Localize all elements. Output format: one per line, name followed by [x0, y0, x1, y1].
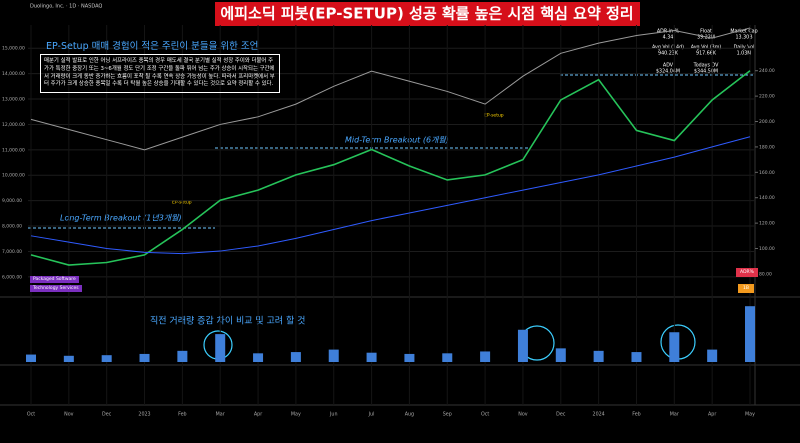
- x-tick-label: Nov: [64, 412, 74, 418]
- mid-term-label: Mid-Term Breakout (6개월): [345, 136, 449, 145]
- y2-tick-label: 80.00: [759, 271, 772, 277]
- advice-title: EP-Setup 매매 경험이 적은 주린이 분들을 위한 조언: [46, 41, 259, 52]
- volume-bar: [26, 354, 36, 362]
- volume-bar: [669, 332, 680, 362]
- volume-bar: [328, 349, 339, 362]
- x-tick-label: May: [745, 412, 755, 418]
- banner: 에피소딕 피봇(EP-SETUP) 성공 확률 높은 시점 핵심 요약 정리: [220, 5, 633, 23]
- y2-tick-label: 120.00: [759, 221, 775, 227]
- y2-tick-label: 240.00: [759, 68, 775, 74]
- stat-value: 4.34: [663, 35, 674, 41]
- x-tick-label: Jul: [368, 412, 375, 418]
- x-tick-label: Oct: [27, 412, 35, 418]
- x-tick-label: Feb: [632, 412, 641, 418]
- y-tick-label: 7,000.00: [2, 249, 22, 255]
- y-tick-label: 12,000.00: [2, 122, 25, 128]
- volume-bar: [177, 350, 188, 362]
- stat-label: Daily Vol: [734, 45, 755, 51]
- stat-value: $344.50M: [694, 69, 718, 75]
- stat-label: Avg Vol (14d): [652, 45, 684, 51]
- series-line: [30, 27, 751, 151]
- stat-value: 917.66K: [696, 51, 717, 57]
- x-tick-label: Mar: [216, 412, 225, 418]
- y-tick-label: 15,000.00: [2, 46, 25, 52]
- volume-bar: [290, 352, 301, 362]
- stat-value: 940.23K: [658, 51, 679, 57]
- ticker: Duolingo, Inc. · 1D · NASDAQ: [30, 4, 102, 10]
- stat-label: Avg Vol (3m): [691, 45, 722, 51]
- volume-bar: [480, 351, 491, 362]
- volume-bar: [442, 353, 453, 362]
- x-tick-label: Nov: [518, 412, 528, 418]
- stat-value: 1.03M: [737, 51, 752, 57]
- volume-bar: [555, 348, 566, 362]
- x-tick-label: Oct: [481, 412, 489, 418]
- stat-value: $324.04M: [656, 69, 680, 75]
- y-tick-label: 9,000.00: [2, 198, 22, 204]
- volume-bar: [366, 352, 377, 362]
- y-tick-label: 14,000.00: [2, 71, 25, 77]
- volume-bar: [101, 355, 112, 362]
- y-tick-label: 11,000.00: [2, 147, 25, 153]
- ep-label: EP-setup: [484, 113, 504, 119]
- y2-tick-label: 180.00: [759, 144, 775, 150]
- y2-tick-label: 220.00: [759, 94, 775, 100]
- x-tick-label: Dec: [102, 412, 112, 418]
- volume-bar: [404, 353, 415, 362]
- x-tick-label: 2024: [593, 412, 605, 418]
- x-tick-label: Apr: [708, 412, 716, 418]
- volume-bar: [139, 353, 150, 362]
- series-line: [30, 136, 751, 255]
- volume-bar: [707, 349, 718, 362]
- stat-label: Market Cap: [730, 29, 757, 35]
- x-tick-label: Dec: [556, 412, 566, 418]
- x-tick-label: Mar: [670, 412, 679, 418]
- x-tick-label: 2023: [138, 412, 150, 418]
- volume-bar: [215, 334, 226, 362]
- y-tick-label: 13,000.00: [2, 97, 25, 103]
- y-tick-label: 10,000.00: [2, 173, 25, 179]
- x-tick-label: May: [291, 412, 301, 418]
- y-tick-label: 6,000.00: [2, 274, 22, 280]
- y2-tick-label: 100.00: [759, 246, 775, 252]
- advice-body: 매분기 실적 발표로 인한 어닝 서프라이즈 종목의 경우 매도세 결국 분기별…: [40, 54, 280, 94]
- y2-tick-label: 200.00: [759, 119, 775, 125]
- stat-label: ADV: [663, 63, 674, 69]
- x-tick-label: Aug: [405, 412, 414, 418]
- x-tick-label: Apr: [254, 412, 262, 418]
- volume-bar: [63, 355, 74, 362]
- stat-value: 39.22M: [697, 35, 715, 41]
- banner-bg: [215, 2, 640, 26]
- y2-tick-label: 160.00: [759, 170, 775, 176]
- x-tick-label: Sep: [443, 412, 452, 418]
- x-tick-label: Jun: [329, 412, 338, 418]
- long-term-label: Long-Term Breakout (1년3개월): [60, 214, 182, 223]
- volume-bar: [253, 353, 264, 362]
- badge: ADR%: [736, 268, 758, 277]
- y-tick-label: 8,000.00: [2, 224, 22, 230]
- sector-tag: Packaged Software: [30, 276, 79, 283]
- badge: 1B: [738, 284, 754, 293]
- stat-label: Todays DV: [693, 63, 720, 69]
- volume-bar: [745, 306, 755, 362]
- volume-bar: [593, 350, 604, 362]
- series-line: [30, 70, 751, 266]
- x-tick-label: Feb: [178, 412, 187, 418]
- sector-tag: Technology Services: [30, 285, 82, 292]
- y2-tick-label: 140.00: [759, 195, 775, 201]
- stat-value: 13.30B: [735, 35, 752, 41]
- volume-bar: [631, 352, 642, 362]
- stat-label: Float: [700, 29, 712, 35]
- volume-bar: [517, 329, 528, 362]
- volume-note: 직전 거래량 증감 차이 비교 및 고려 할 것: [150, 315, 305, 327]
